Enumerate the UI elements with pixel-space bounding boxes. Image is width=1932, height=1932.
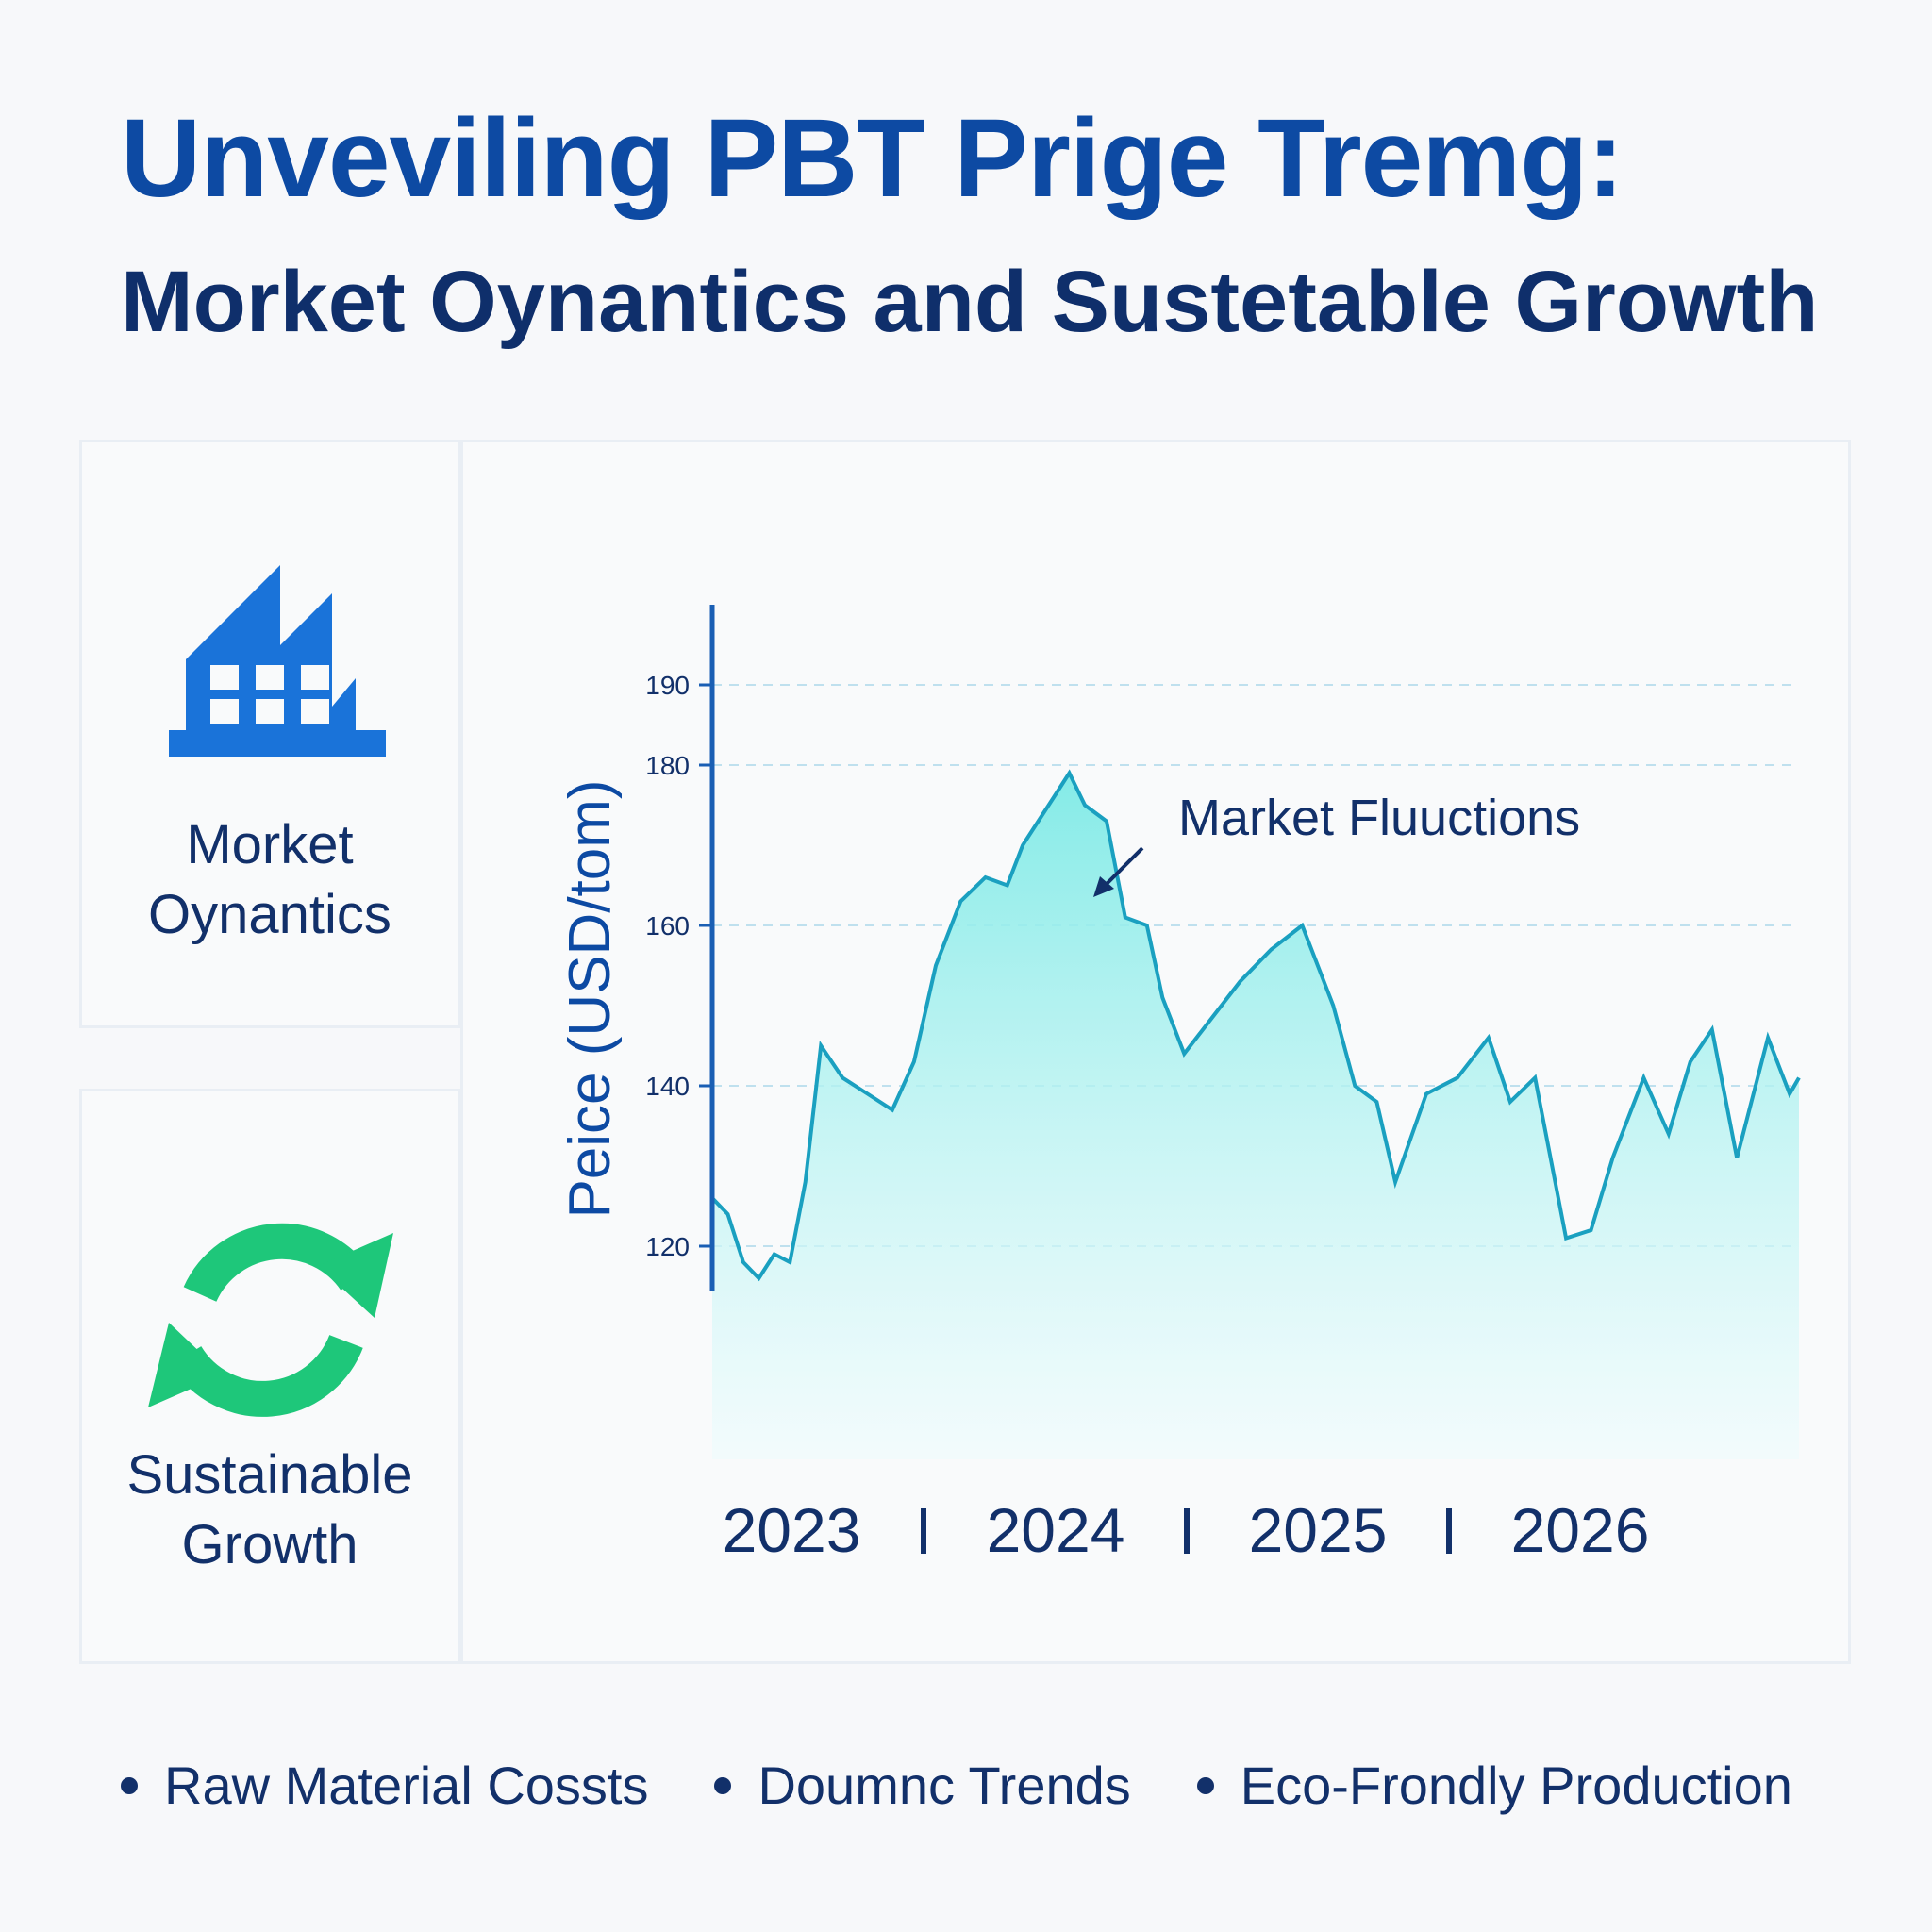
y-tick-label: 180 xyxy=(645,751,690,780)
factory-icon xyxy=(169,565,386,757)
bullet-dot xyxy=(1196,1776,1214,1794)
footer-item-label: Eco-Frondly Production xyxy=(1240,1756,1792,1815)
sustainable-growth-label-line2: Growth xyxy=(181,1514,358,1575)
annotation: Market Fluuctions xyxy=(1093,790,1580,897)
y-tick-label: 160 xyxy=(645,911,690,941)
footer-item-label: Doumnc Trends xyxy=(758,1756,1131,1815)
footer-item-downward-trends: Doumnc Trends xyxy=(714,1755,1131,1816)
y-tick-label: 190 xyxy=(645,671,690,700)
market-dynamics-label-line1: Morket xyxy=(186,814,354,875)
x-tick-label: 2026 xyxy=(1511,1495,1650,1565)
sustainable-growth-label-line1: Sustainable xyxy=(126,1444,413,1506)
year-separator xyxy=(1446,1508,1452,1554)
annotation-text: Market Fluuctions xyxy=(1178,790,1580,846)
price-area-fill xyxy=(712,773,1799,1459)
price-series-line xyxy=(710,769,1801,1282)
page-subtitle: Morket Oynantics and Sustetable Growth xyxy=(121,254,1819,350)
x-tick-label: 2025 xyxy=(1249,1495,1388,1565)
price-chart: 120 140 160 180 190 Peice (USD/tom) Market F… xyxy=(558,605,1801,1565)
x-tick-label: 2023 xyxy=(723,1495,861,1565)
year-separator xyxy=(1184,1508,1190,1554)
footer-bullets: Raw Material Cossts Doumnc Trends Eco-Fr… xyxy=(121,1755,1819,1816)
annotation-arrow xyxy=(1103,846,1144,888)
price-chart-panel: 120 140 160 180 190 Peice (USD/tom) Market F… xyxy=(460,440,1851,1664)
y-axis-label: Peice (USD/tom) xyxy=(558,779,623,1218)
footer-item-eco-production: Eco-Frondly Production xyxy=(1196,1755,1792,1816)
footer-item-raw-material: Raw Material Cossts xyxy=(121,1755,648,1816)
year-separator xyxy=(921,1508,926,1554)
y-tick-label: 120 xyxy=(645,1232,690,1261)
x-tick-label: 2024 xyxy=(987,1495,1125,1565)
market-dynamics-card: Morket Oynantics xyxy=(79,440,460,1028)
annotation-arrowhead xyxy=(1093,876,1114,897)
bullet-dot xyxy=(121,1776,138,1794)
recycle-icon xyxy=(148,1223,393,1417)
bullet-dot xyxy=(714,1776,732,1794)
market-dynamics-label-line2: Oynantics xyxy=(148,884,391,945)
footer-item-label: Raw Material Cossts xyxy=(164,1756,649,1815)
page-title: Unveviling PBT Prige Tremg: xyxy=(121,96,1624,221)
y-tick-label: 140 xyxy=(645,1072,690,1101)
sustainable-growth-card: Sustainable Growth xyxy=(79,1089,460,1664)
